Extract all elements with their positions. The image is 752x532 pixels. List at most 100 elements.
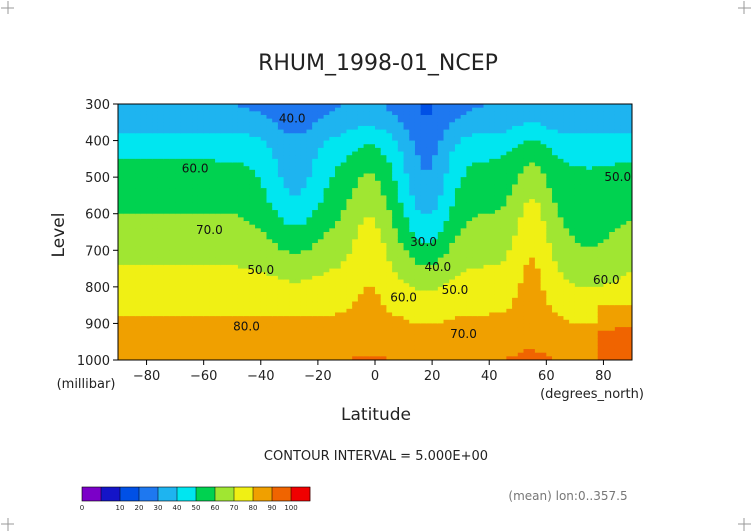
contour-cell [352,327,359,332]
contour-cell [118,111,125,116]
contour-cell [420,199,427,204]
contour-cell [118,125,125,131]
contour-cell [500,232,507,237]
contour-cell [226,221,233,226]
contour-cell [352,308,359,314]
contour-cell [300,151,308,156]
contour-cell [209,111,216,116]
contour-cell [146,283,153,288]
contour-cell [386,235,393,240]
contour-cell [409,316,416,321]
contour-cell [118,283,125,288]
contour-cell [477,191,485,197]
contour-cell [375,286,382,292]
contour-cell [277,177,285,182]
contour-cell [277,228,285,233]
contour-cell [420,250,427,255]
contour-cell [129,166,136,171]
contour-cell [369,330,376,335]
contour-cell [369,104,376,109]
contour-cell [443,228,450,233]
contour-cell [272,319,279,325]
contour-cell [466,177,473,182]
contour-cell [249,290,256,295]
contour-cell [283,107,290,112]
contour-cell [146,264,153,270]
contour-cell [397,180,405,186]
contour-cell [517,228,525,233]
contour-cell [369,122,376,127]
contour-cell [243,257,250,262]
contour-cell [203,334,210,339]
contour-cell [283,338,290,343]
contour-cell [283,173,290,178]
contour-cell [209,155,216,160]
contour-cell [203,166,210,171]
contour-cell [352,253,359,259]
contour-cell [483,228,490,233]
contour-cell [340,136,348,142]
contour-cell [209,261,216,266]
contour-cell [180,334,188,339]
contour-cell [118,147,125,153]
contour-cell [135,188,142,193]
contour-cell [140,327,148,332]
contour-cell [140,232,148,237]
contour-cell [403,246,410,251]
contour-cell [226,268,233,273]
contour-cell [197,195,205,200]
contour-cell [363,341,370,346]
contour-cell [466,246,473,251]
contour-cell [157,210,165,215]
contour-cell [186,334,193,339]
contour-cell [414,188,422,193]
contour-cell [340,312,348,317]
contour-cell [329,140,336,145]
contour-cell [283,184,290,189]
contour-cell [283,147,290,153]
contour-cell [369,166,376,171]
contour-cell [506,356,513,360]
contour-cell [323,301,330,306]
contour-cell [375,147,382,153]
contour-cell [186,104,193,109]
contour-cell [277,210,285,215]
contour-cell [129,341,136,346]
contour-cell [500,330,507,335]
contour-cell [346,338,353,343]
contour-cell [266,239,273,244]
contour-cell [357,341,365,346]
contour-cell [426,275,433,281]
contour-cell [340,286,348,292]
contour-cell [203,213,210,218]
contour-cell [123,169,131,175]
contour-cell [237,111,245,116]
contour-cell [506,217,513,222]
contour-cell [523,147,530,153]
contour-cell [283,349,290,354]
contour-cell [260,147,268,153]
contour-cell [255,213,262,218]
contour-cell [157,195,165,200]
contour-cell [152,323,159,328]
contour-cell [283,217,290,222]
contour-cell [454,228,462,233]
contour-cell [443,107,450,112]
contour-cell [306,356,313,360]
contour-cell [317,169,325,175]
contour-cell [255,210,262,215]
contour-cell [226,242,233,248]
contour-cell [426,250,433,255]
contour-cell [472,301,479,306]
contour-cell [512,268,519,273]
contour-cell [483,202,490,207]
contour-cell [506,122,513,127]
contour-cell [317,155,325,160]
contour-cell [420,195,427,200]
contour-cell [260,125,268,131]
contour-cell [403,210,410,215]
contour-cell [146,136,153,142]
contour-cell [443,191,450,197]
contour-cell [300,188,308,193]
contour-cell [169,184,176,189]
